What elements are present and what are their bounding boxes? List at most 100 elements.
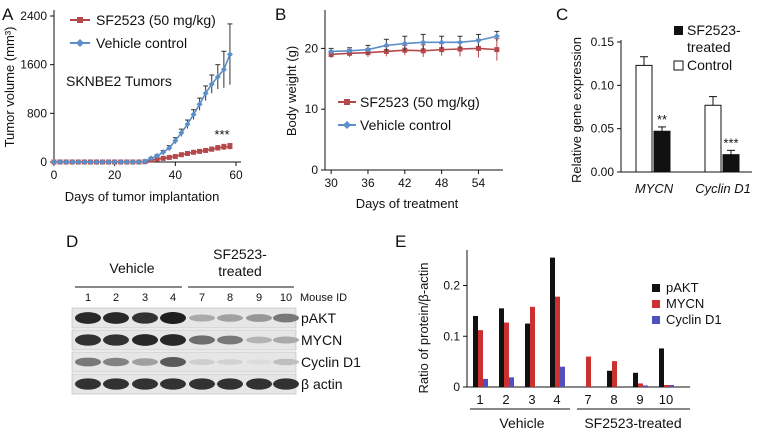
blot-band [189,378,215,390]
panel-a-legend-veh: Vehicle control [96,35,187,51]
bar [722,154,740,173]
error-bar [709,96,717,106]
bar [504,322,509,387]
data-point [420,48,426,54]
data-point [184,150,190,156]
data-point [93,159,100,165]
blot-band [273,378,299,390]
data-point [87,159,94,165]
panel-e-ylabel: Ratio of protein/β-actin [416,262,431,393]
blot-band [273,358,299,366]
data-point [99,159,106,165]
bar [704,104,722,173]
panel-c-chart: 0.000.050.100.15 ***** Relative gene exp… [569,22,752,196]
panel-c-category-cyclind1: Cyclin D1 [695,181,751,196]
lane-label: 8 [227,292,233,304]
blot-band [160,334,186,346]
x-tick-label: 8 [610,392,617,407]
data-point [148,155,155,162]
data-point [226,51,233,58]
data-point [208,81,215,88]
data-point [178,129,185,136]
panel-c-category-mycn: MYCN [635,181,674,196]
data-point [111,159,118,165]
y-tick-label: 0.00 [591,165,615,179]
data-point [328,48,335,55]
data-point [209,146,215,152]
data-point [203,147,209,153]
bar [643,385,648,387]
significance-mark: *** [723,135,738,150]
x-tick-label: 20 [108,168,122,182]
data-point [166,154,172,160]
data-point [439,47,445,53]
data-point [123,159,130,165]
error-bar [727,149,735,155]
bar [525,323,530,387]
panel-c-legend: SF2523- treated Control [673,22,741,73]
panel-a-chart: 0 20 40 60 0 800 1600 2400 Tumor volume (mm³) D… [2,9,243,204]
data-point [493,33,500,40]
panel-c-legend-treated-2: treated [687,39,731,55]
bar [653,130,671,173]
blot-band [246,359,272,365]
data-point [457,39,464,46]
bar [635,64,653,173]
blot-band [75,378,101,390]
x-tick-label: 54 [472,176,486,190]
y-tick-label: 2400 [20,9,47,23]
data-point [154,156,160,162]
panel-b-legend-veh: Vehicle control [360,117,451,133]
data-point [166,145,173,152]
y-tick-label: 0 [40,155,47,169]
panel-a-annotation: SKNBE2 Tumors [66,73,172,89]
x-tick-label: 3 [528,392,535,407]
data-point [51,159,57,165]
data-point [172,154,178,160]
blot-group-treated-1: SF2523- [213,246,267,262]
x-tick-label: 30 [324,176,338,190]
bar [607,370,612,387]
data-point [438,39,445,46]
blot-row-label: β actin [301,376,343,392]
panel-c-ylabel: Relative gene expression [569,37,584,183]
significance-mark: ** [657,112,667,127]
data-point [383,42,390,49]
data-point [364,46,371,53]
panel-a-xlabel: Days of tumor implantation [65,189,220,204]
blot-band [246,378,272,390]
data-point [215,145,221,151]
x-tick-label: 9 [636,392,643,407]
data-point [457,46,463,52]
data-point [63,159,70,165]
bar [664,384,669,387]
blot-band [103,334,129,346]
bar [478,330,483,387]
panel-a-significance: *** [214,127,229,142]
blot-row-label: MYCN [301,332,342,348]
panel-letter-e: E [395,232,406,251]
panel-a-ylabel: Tumor volume (mm³) [2,27,17,148]
blot-band [160,312,186,324]
panel-e-legend-pakt: pAKT [666,280,699,295]
data-point [197,148,203,154]
panel-b-xlabel: Days of treatment [356,196,459,211]
x-tick-label: 4 [553,392,560,407]
lane-label: 2 [113,292,119,304]
x-tick-label: 10 [659,392,673,407]
panel-letter-b: B [275,5,286,24]
y-tick-label: 0 [311,163,318,177]
blot-band [160,378,186,390]
y-tick-label: 0.05 [591,122,615,136]
series-line [331,47,497,56]
panel-letter-a: A [2,5,14,24]
lane-label: 3 [142,292,148,304]
lane-label: 9 [256,292,262,304]
blot-band [246,336,272,344]
blot-band [132,378,158,390]
lane-label: 4 [170,292,176,304]
bar [659,348,664,387]
blot-band [273,313,299,323]
panel-b-ylabel: Body weight (g) [284,46,299,136]
panel-c-legend-treated-1: SF2523- [687,22,741,38]
